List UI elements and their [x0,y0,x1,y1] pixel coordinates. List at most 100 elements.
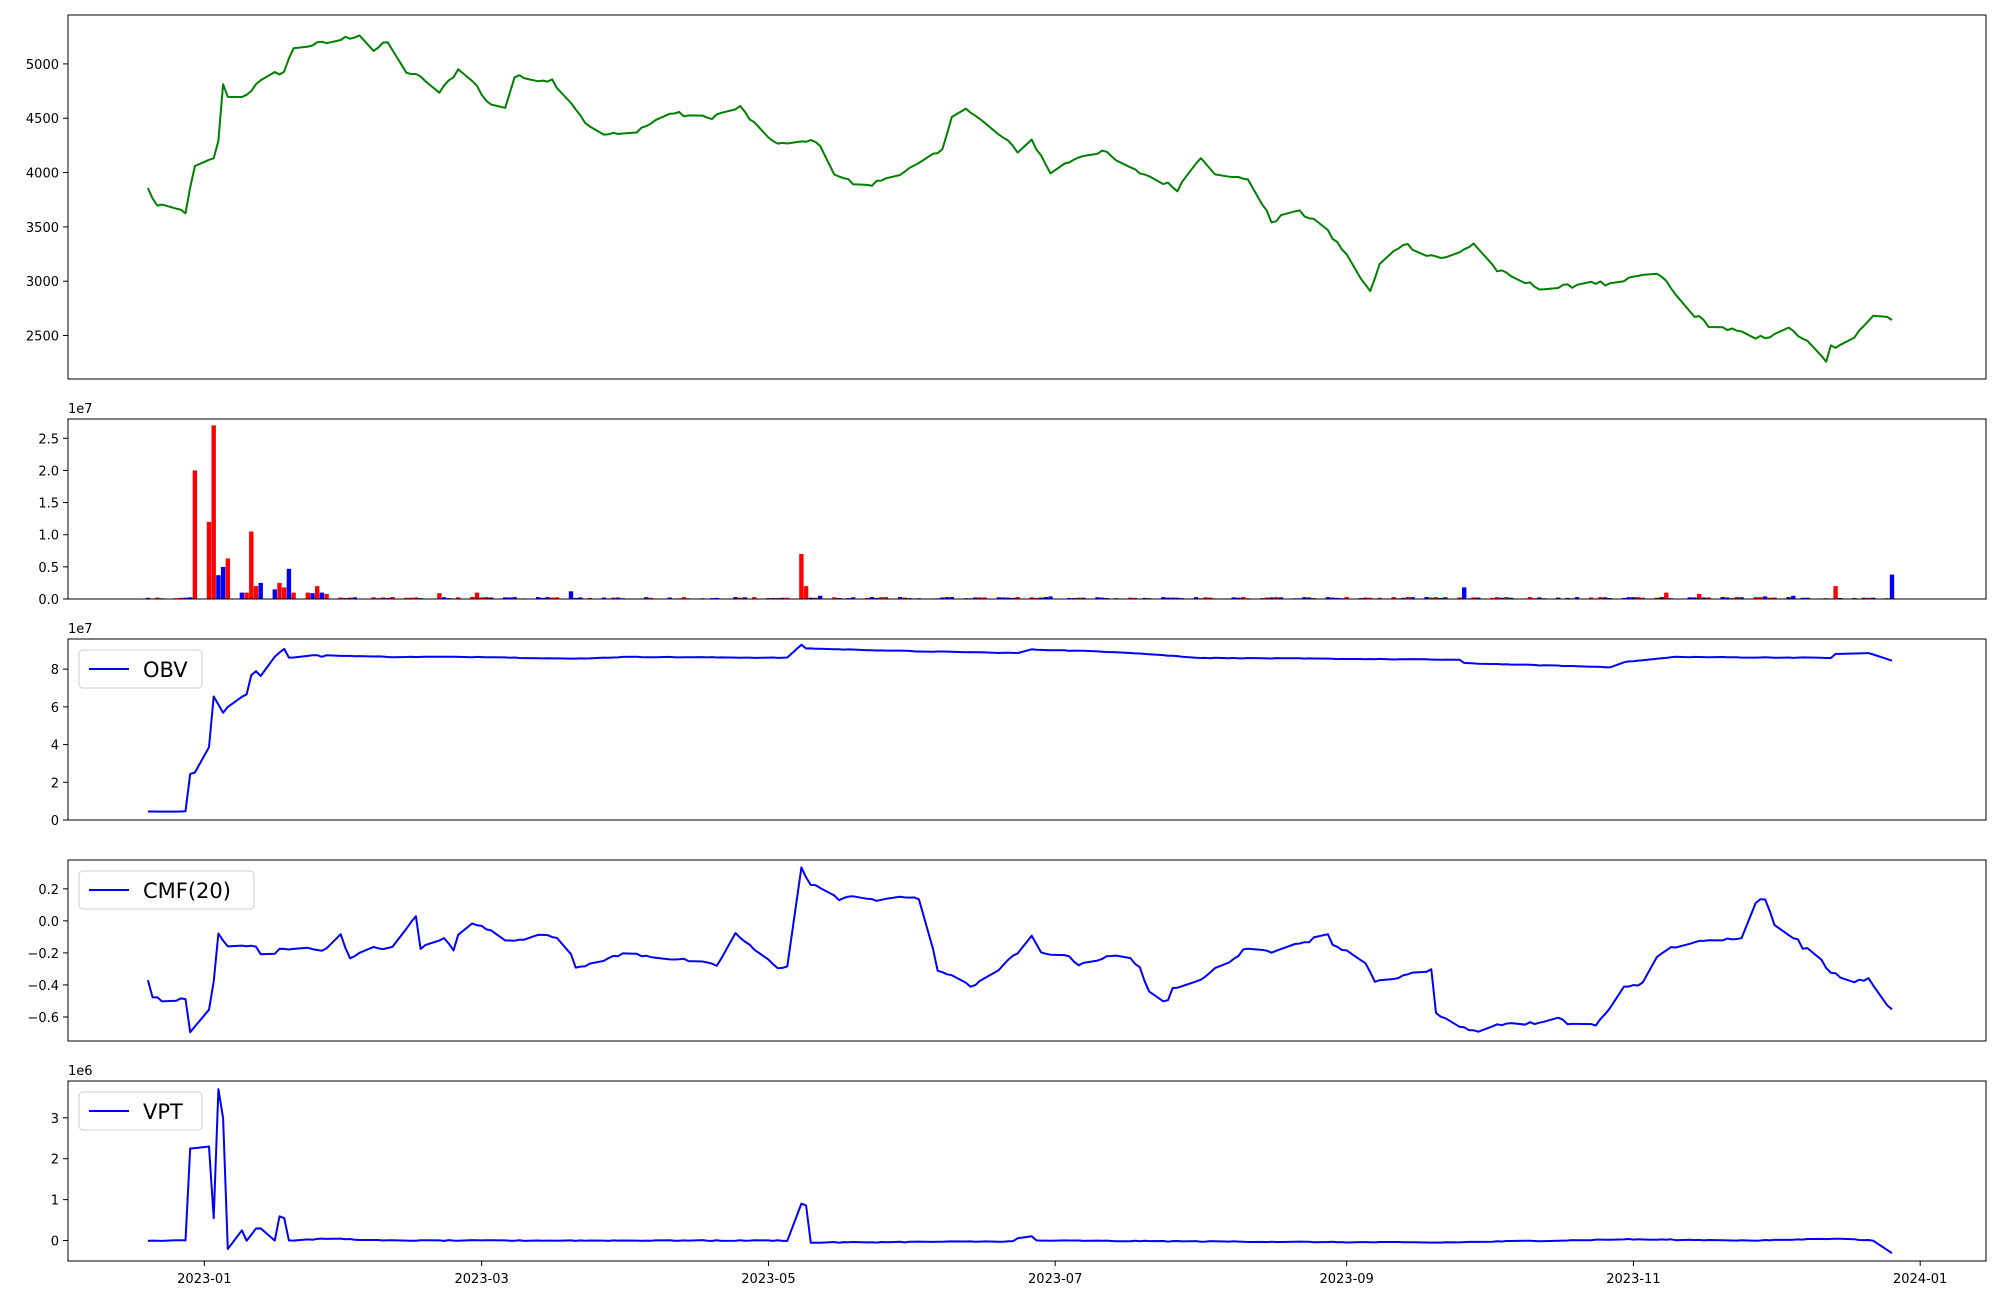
volume-bar [1762,596,1768,599]
volume-bar [902,597,907,599]
volume-bar [1433,597,1439,599]
volume-bar [1758,597,1763,599]
volume-bar [1391,597,1396,599]
y-tick-label-3: −0.2 [27,947,59,962]
volume-bar [615,597,621,599]
x-tick-label: 2023-05 [741,1272,795,1287]
volume-bar [441,597,447,599]
volume-bar [1029,597,1034,599]
volume-bar [244,592,249,599]
volume-bar [1377,597,1382,599]
volume-bar [780,597,785,599]
volume-bar [183,597,188,599]
legend-label: VPT [143,1100,183,1124]
volume-bar [291,592,296,599]
volume-bar [865,597,870,599]
volume-bar [315,586,320,599]
volume-bar [1236,597,1241,599]
volume-bar [192,470,198,599]
volume-bar [390,597,395,599]
volume-bar [1241,597,1246,599]
volume-bar [188,597,193,599]
volume-bar [1264,597,1269,599]
volume-bar [1805,597,1810,599]
volume-bar [648,597,654,599]
legend-box [78,1091,203,1131]
volume-bar [1400,597,1406,599]
volume-bar [799,554,804,599]
volume-bar [1410,597,1415,599]
volume-bar [1471,597,1476,599]
y-tick-label-2: 4 [51,739,59,754]
volume-bar [1048,596,1053,599]
volume-bar [512,597,517,599]
volume-bar [1330,597,1335,599]
volume-bar [578,597,583,599]
y-tick-label-2: 8 [51,663,59,678]
volume-bar [1866,597,1871,599]
volume-bar [996,597,1001,599]
volume-bar [550,597,555,599]
volume-bar [1753,597,1758,599]
volume-bar [1871,597,1876,599]
volume-bar [404,597,409,599]
volume-bar [1603,597,1608,599]
volume-bar [1725,597,1730,599]
volume-bar [225,558,230,599]
y-tick-label-0: 4500 [26,112,59,127]
volume-bar [470,597,475,599]
volume-bar [568,591,574,599]
volume-bar [1081,597,1086,599]
volume-bar [1626,597,1631,599]
volume-bar [1565,597,1570,599]
volume-bar [1598,597,1603,599]
volume-bar [1076,597,1081,599]
volume-bar [1556,597,1561,599]
x-tick-label: 2023-07 [1028,1272,1082,1287]
volume-bar [1142,597,1147,599]
chart-panels: 2500 3000 3500 4000 4500 5000 0.0 0.5 1.0 1.5 2.0 2… [26,14,1987,1287]
volume-bar [1095,597,1100,599]
legend-box [78,870,255,910]
volume-bar [949,597,954,599]
volume-bar [733,597,738,599]
volume-bar [883,597,889,599]
volume-bar [1852,597,1857,599]
axis-offset-label: 1e7 [68,622,93,637]
volume-bar [973,597,978,599]
volume-bar [484,597,489,599]
volume-bar [1335,597,1340,599]
volume-bar [803,586,809,599]
volume-bar [277,582,282,599]
volume-bar [1772,597,1777,599]
volume-bar [253,586,259,599]
y-tick-label-3: 0.2 [38,883,59,898]
y-tick-label-1: 1.0 [38,529,59,544]
volume-bar [1165,597,1171,599]
volume-bar [1833,586,1838,599]
volume-bar [488,597,494,599]
y-tick-label-0: 3000 [26,275,59,290]
volume-bar [1274,597,1279,599]
volume-bar [1476,597,1481,599]
x-tick-label: 2023-03 [455,1272,509,1287]
x-tick-label: 2023-01 [177,1272,231,1287]
volume-bar [155,597,160,599]
volume-bar [1457,597,1462,599]
volume-bar [380,597,386,599]
volume-bar [503,597,508,599]
y-tick-label-4: 1 [51,1194,59,1209]
volume-bar [1231,597,1236,599]
axes-frame-1 [67,418,1987,600]
axes-frame-4 [67,1080,1987,1262]
volume-bar [347,597,353,599]
volume-bar [310,593,315,599]
volume-bar [282,587,287,599]
y-tick-label-4: 2 [51,1153,59,1168]
volume-bar [1504,597,1509,599]
volume-bar [211,425,216,599]
volume-bar [220,566,226,599]
volume-bar [507,597,513,599]
volume-bar [554,597,560,599]
volume-bar [944,597,950,599]
